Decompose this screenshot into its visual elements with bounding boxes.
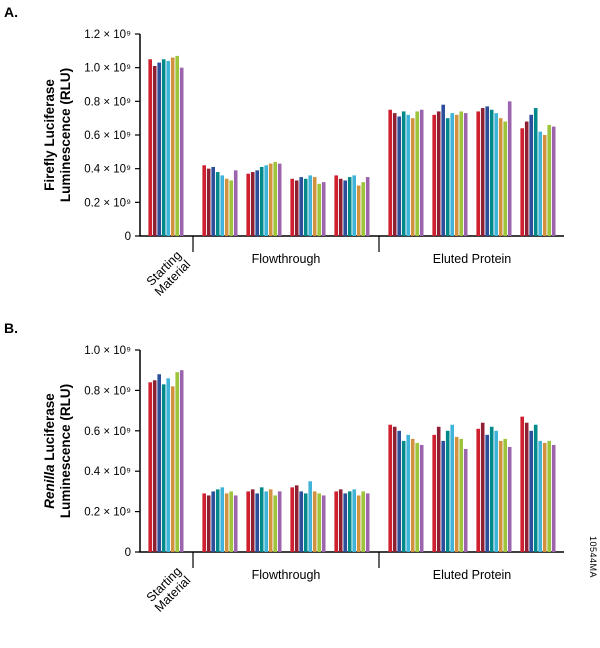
svg-text:Eluted Protein: Eluted Protein [433, 568, 512, 582]
svg-text:0.2 × 10⁹: 0.2 × 10⁹ [84, 507, 131, 519]
renilla-luminescence-chart: 0 0.2 × 10⁹ 0.4 × 10⁹ 0.6 × 10⁹ 0.8 × 10⁹ 1.0… [42, 345, 564, 615]
svg-text:0.8 × 10⁹: 0.8 × 10⁹ [84, 96, 131, 108]
svg-text:0: 0 [125, 547, 131, 559]
svg-text:1.0 × 10⁹: 1.0 × 10⁹ [84, 345, 131, 357]
panel-b-label: B. [4, 320, 18, 336]
svg-text:0.6 × 10⁹: 0.6 × 10⁹ [84, 426, 131, 438]
svg-text:Firefly LuciferaseLuminescence: Firefly LuciferaseLuminescence (RLU) [42, 68, 73, 202]
panel-a-label: A. [4, 4, 18, 20]
svg-text:0.2 × 10⁹: 0.2 × 10⁹ [84, 197, 131, 209]
figure-id-watermark: 10544MA [588, 535, 598, 578]
svg-text:Eluted Protein: Eluted Protein [433, 252, 512, 266]
svg-text:1.0 × 10⁹: 1.0 × 10⁹ [84, 63, 131, 75]
svg-text:1.2 × 10⁹: 1.2 × 10⁹ [84, 29, 131, 41]
svg-text:0.4 × 10⁹: 0.4 × 10⁹ [84, 466, 131, 478]
svg-text:Flowthrough: Flowthrough [252, 568, 321, 582]
firefly-luminescence-chart: 0 0.2 × 10⁹ 0.4 × 10⁹ 0.6 × 10⁹ 0.8 × 10⁹ 1.0… [42, 29, 564, 299]
svg-text:0.8 × 10⁹: 0.8 × 10⁹ [84, 385, 131, 397]
panel-a: A. 0 0.2 × 10⁹ 0.4 × 10⁹ 0.6 × 10⁹ 0.8 × 10⁹… [0, 0, 600, 316]
svg-text:0: 0 [125, 231, 131, 243]
svg-text:StartingMaterial: StartingMaterial [143, 564, 194, 615]
svg-text:0.6 × 10⁹: 0.6 × 10⁹ [84, 130, 131, 142]
svg-text:0.4 × 10⁹: 0.4 × 10⁹ [84, 164, 131, 176]
svg-text:StartingMaterial: StartingMaterial [143, 248, 194, 299]
svg-text:Renilla LuciferaseLuminescence: Renilla LuciferaseLuminescence (RLU) [42, 384, 73, 518]
panel-b: B. 0 0.2 × 10⁹ 0.4 × 10⁹ 0.6 × 10⁹ 0.8 × 10⁹… [0, 316, 600, 632]
svg-text:Flowthrough: Flowthrough [252, 252, 321, 266]
